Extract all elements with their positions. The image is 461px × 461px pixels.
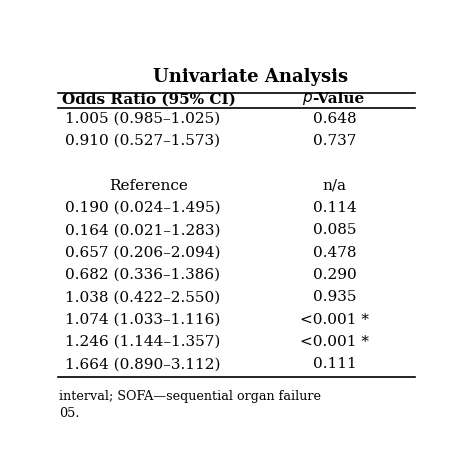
Text: 05.: 05.: [59, 407, 80, 420]
Text: 0.114: 0.114: [313, 201, 356, 215]
Text: 1.038 (0.422–2.550): 1.038 (0.422–2.550): [65, 290, 220, 304]
Text: n/a: n/a: [323, 178, 347, 193]
Text: 1.074 (1.033–1.116): 1.074 (1.033–1.116): [65, 313, 220, 327]
Text: 0.164 (0.021–1.283): 0.164 (0.021–1.283): [65, 223, 220, 237]
Text: 0.910 (0.527–1.573): 0.910 (0.527–1.573): [65, 134, 220, 148]
Text: 0.935: 0.935: [313, 290, 356, 304]
Text: Univariate Analysis: Univariate Analysis: [153, 68, 348, 86]
Text: interval; SOFA—sequential organ failure: interval; SOFA—sequential organ failure: [59, 390, 321, 403]
Text: 1.664 (0.890–3.112): 1.664 (0.890–3.112): [65, 357, 220, 372]
Text: 1.246 (1.144–1.357): 1.246 (1.144–1.357): [65, 335, 220, 349]
Text: Reference: Reference: [109, 178, 188, 193]
Text: 0.648: 0.648: [313, 112, 356, 125]
Text: 0.290: 0.290: [313, 268, 356, 282]
Text: 1.005 (0.985–1.025): 1.005 (0.985–1.025): [65, 112, 220, 125]
Text: 0.478: 0.478: [313, 246, 356, 260]
Text: 0.190 (0.024–1.495): 0.190 (0.024–1.495): [65, 201, 220, 215]
Text: 0.737: 0.737: [313, 134, 356, 148]
Text: <0.001 *: <0.001 *: [300, 313, 369, 327]
Text: 0.111: 0.111: [313, 357, 356, 372]
Text: 0.657 (0.206–2.094): 0.657 (0.206–2.094): [65, 246, 220, 260]
Text: <0.001 *: <0.001 *: [300, 335, 369, 349]
Text: $p$: $p$: [302, 91, 313, 107]
Text: 0.682 (0.336–1.386): 0.682 (0.336–1.386): [65, 268, 220, 282]
Text: Odds Ratio (95% CI): Odds Ratio (95% CI): [62, 92, 236, 106]
Text: -Value: -Value: [313, 92, 365, 106]
Text: 0.085: 0.085: [313, 223, 356, 237]
